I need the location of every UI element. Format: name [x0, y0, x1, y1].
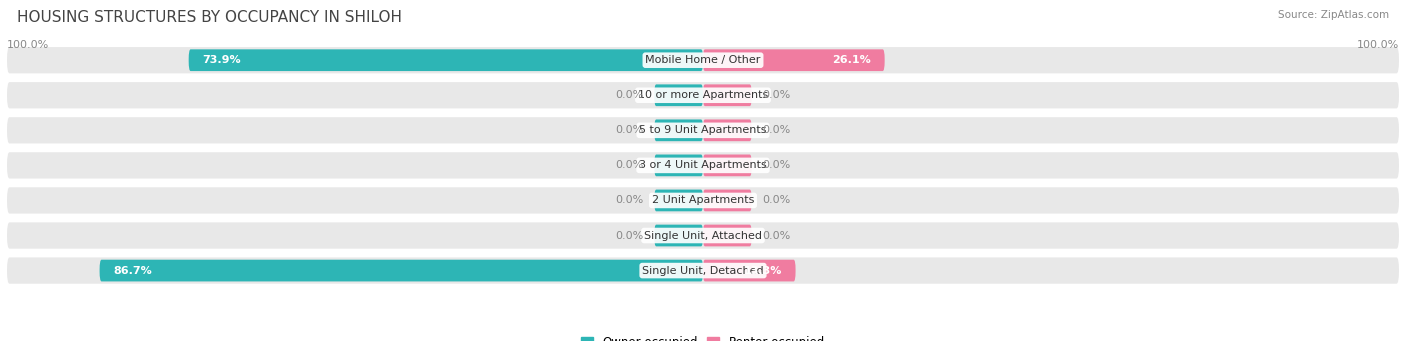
Text: 5 to 9 Unit Apartments: 5 to 9 Unit Apartments: [640, 125, 766, 135]
Text: 0.0%: 0.0%: [762, 231, 790, 240]
Legend: Owner-occupied, Renter-occupied: Owner-occupied, Renter-occupied: [576, 331, 830, 341]
Text: 0.0%: 0.0%: [616, 195, 644, 205]
FancyBboxPatch shape: [188, 49, 703, 71]
FancyBboxPatch shape: [654, 154, 703, 176]
Text: HOUSING STRUCTURES BY OCCUPANCY IN SHILOH: HOUSING STRUCTURES BY OCCUPANCY IN SHILO…: [17, 10, 402, 25]
Text: 0.0%: 0.0%: [616, 90, 644, 100]
FancyBboxPatch shape: [7, 152, 1399, 179]
FancyBboxPatch shape: [7, 222, 1399, 249]
Text: 2 Unit Apartments: 2 Unit Apartments: [652, 195, 754, 205]
FancyBboxPatch shape: [703, 225, 752, 247]
Text: Single Unit, Detached: Single Unit, Detached: [643, 266, 763, 276]
Text: 0.0%: 0.0%: [762, 125, 790, 135]
FancyBboxPatch shape: [654, 84, 703, 106]
Text: 0.0%: 0.0%: [616, 125, 644, 135]
Text: Single Unit, Attached: Single Unit, Attached: [644, 231, 762, 240]
FancyBboxPatch shape: [703, 119, 752, 141]
Text: 100.0%: 100.0%: [1357, 40, 1399, 50]
FancyBboxPatch shape: [703, 84, 752, 106]
FancyBboxPatch shape: [7, 82, 1399, 108]
FancyBboxPatch shape: [654, 225, 703, 247]
Text: 86.7%: 86.7%: [114, 266, 152, 276]
FancyBboxPatch shape: [100, 260, 703, 281]
FancyBboxPatch shape: [703, 154, 752, 176]
Text: 0.0%: 0.0%: [762, 90, 790, 100]
FancyBboxPatch shape: [7, 187, 1399, 213]
FancyBboxPatch shape: [703, 260, 796, 281]
FancyBboxPatch shape: [7, 117, 1399, 144]
Text: 0.0%: 0.0%: [616, 160, 644, 170]
Text: Source: ZipAtlas.com: Source: ZipAtlas.com: [1278, 10, 1389, 20]
Text: 100.0%: 100.0%: [7, 40, 49, 50]
Text: 0.0%: 0.0%: [762, 195, 790, 205]
FancyBboxPatch shape: [7, 257, 1399, 284]
Text: 3 or 4 Unit Apartments: 3 or 4 Unit Apartments: [640, 160, 766, 170]
Text: 73.9%: 73.9%: [202, 55, 242, 65]
FancyBboxPatch shape: [654, 190, 703, 211]
Text: 0.0%: 0.0%: [616, 231, 644, 240]
Text: 0.0%: 0.0%: [762, 160, 790, 170]
Text: 13.3%: 13.3%: [744, 266, 782, 276]
Text: Mobile Home / Other: Mobile Home / Other: [645, 55, 761, 65]
FancyBboxPatch shape: [654, 119, 703, 141]
Text: 10 or more Apartments: 10 or more Apartments: [638, 90, 768, 100]
FancyBboxPatch shape: [7, 47, 1399, 73]
FancyBboxPatch shape: [703, 190, 752, 211]
FancyBboxPatch shape: [703, 49, 884, 71]
Text: 26.1%: 26.1%: [832, 55, 870, 65]
